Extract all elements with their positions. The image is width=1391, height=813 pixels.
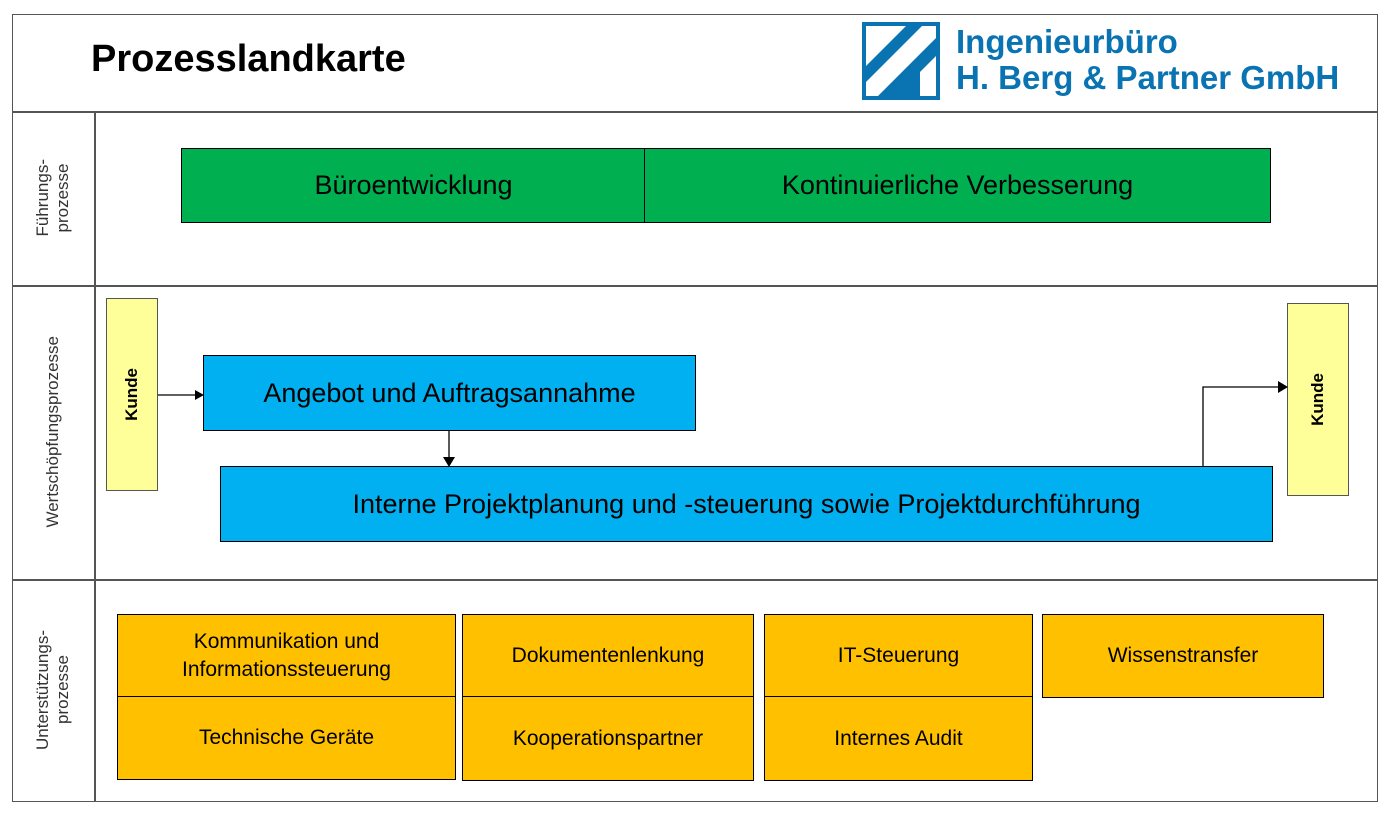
process-it-steuerung: IT-Steuerung — [764, 614, 1033, 698]
customer-label: Kunde — [122, 368, 141, 421]
company-logo: Ingenieurbüro H. Berg & Partner GmbH — [862, 22, 1362, 102]
process-kooperationspartner: Kooperationspartner — [462, 696, 754, 781]
process-internes-audit: Internes Audit — [764, 696, 1033, 781]
divider — [12, 285, 1378, 287]
row-label-text: Wertschöpfungsprozesse — [43, 336, 62, 528]
logo-line1: Ingenieurbüro — [956, 23, 1178, 60]
row-label-fuehrung: Führungs- prozesse — [12, 111, 94, 285]
logo-mark-icon — [862, 22, 940, 100]
customer-left: Kunde — [106, 298, 158, 491]
process-bueroentwicklung: Büroentwicklung — [181, 148, 646, 223]
process-projektdurchfuehrung: Interne Projektplanung und -steuerung so… — [220, 466, 1273, 542]
customer-label: Kunde — [1308, 373, 1327, 426]
logo-line2: H. Berg & Partner GmbH — [956, 59, 1340, 96]
row-label-wertschoepfung: Wertschöpfungsprozesse — [12, 285, 94, 579]
page-title: Prozesslandkarte — [91, 38, 406, 80]
outer-frame — [12, 14, 1378, 802]
row-label-text: Führungs- prozesse — [33, 159, 72, 237]
process-kommunikation: Kommunikation und Informationssteuerung — [117, 614, 456, 698]
process-kontinuierliche-verbesserung: Kontinuierliche Verbesserung — [644, 148, 1271, 223]
customer-right: Kunde — [1287, 303, 1349, 496]
process-wissenstransfer: Wissenstransfer — [1042, 614, 1324, 698]
process-angebot: Angebot und Auftragsannahme — [203, 355, 696, 431]
process-technische-geraete: Technische Geräte — [117, 696, 456, 780]
row-label-unterstuetzung: Unterstützungs- prozesse — [12, 579, 94, 801]
row-label-text: Unterstützungs- prozesse — [33, 630, 72, 750]
process-dokumentenlenkung: Dokumentenlenkung — [462, 614, 754, 698]
divider — [12, 579, 1378, 581]
divider — [12, 111, 1378, 113]
divider — [94, 111, 96, 801]
